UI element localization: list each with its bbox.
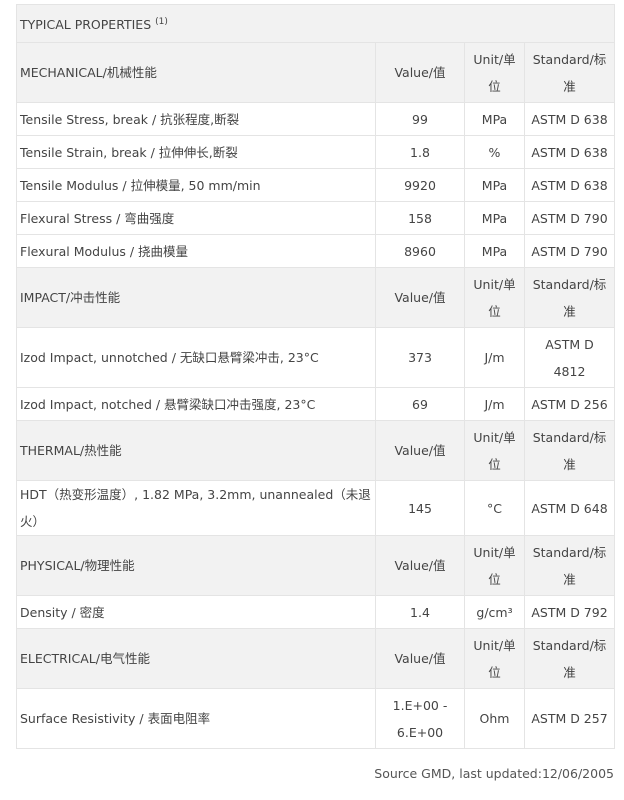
- property-cell: Izod Impact, notched / 悬臂梁缺口冲击强度, 23°C: [16, 387, 376, 421]
- unit-cell: %: [464, 135, 525, 169]
- property-cell: HDT（热变形温度）, 1.82 MPa, 3.2mm, unannealed（…: [16, 480, 376, 536]
- value-header: Value/值: [375, 420, 465, 481]
- property-cell: Tensile Strain, break / 拉伸伸长,断裂: [16, 135, 376, 169]
- table-row: Tensile Modulus / 拉伸模量, 50 mm/min 9920 MPa…: [16, 168, 615, 202]
- unit-cell: Ohm: [464, 688, 525, 749]
- table-row: Izod Impact, unnotched / 无缺口悬臂梁冲击, 23°C 3…: [16, 327, 615, 388]
- value-cell: 1.4: [375, 595, 465, 629]
- property-cell: Izod Impact, unnotched / 无缺口悬臂梁冲击, 23°C: [16, 327, 376, 388]
- unit-cell: g/cm³: [464, 595, 525, 629]
- section-header: MECHANICAL/机械性能 Value/值 Unit/单位 Standard/标准: [16, 42, 615, 103]
- property-cell: Flexural Modulus / 挠曲模量: [16, 234, 376, 268]
- unit-cell: MPa: [464, 102, 525, 136]
- standard-cell: ASTM D 257: [524, 688, 615, 749]
- source-note: Source GMD, last updated:12/06/2005: [374, 766, 614, 781]
- property-cell: Flexural Stress / 弯曲强度: [16, 201, 376, 235]
- unit-cell: °C: [464, 480, 525, 536]
- unit-cell: J/m: [464, 387, 525, 421]
- value-header: Value/值: [375, 267, 465, 328]
- section-name: PHYSICAL/物理性能: [16, 535, 376, 596]
- table-row: HDT（热变形温度）, 1.82 MPa, 3.2mm, unannealed（…: [16, 480, 615, 536]
- standard-header: Standard/标准: [524, 628, 615, 689]
- value-cell: 99: [375, 102, 465, 136]
- standard-cell: ASTM D 790: [524, 234, 615, 268]
- standard-header: Standard/标准: [524, 420, 615, 481]
- standard-cell: ASTM D 256: [524, 387, 615, 421]
- property-cell: Density / 密度: [16, 595, 376, 629]
- unit-header: Unit/单位: [464, 628, 525, 689]
- unit-header: Unit/单位: [464, 420, 525, 481]
- section-name: THERMAL/热性能: [16, 420, 376, 481]
- table-row: Surface Resistivity / 表面电阻率 1.E+00 - 6.E+…: [16, 688, 615, 749]
- standard-cell: ASTM D 648: [524, 480, 615, 536]
- table-row: Flexural Modulus / 挠曲模量 8960 MPa ASTM D 790: [16, 234, 615, 268]
- section-name: ELECTRICAL/电气性能: [16, 628, 376, 689]
- unit-cell: J/m: [464, 327, 525, 388]
- property-cell: Surface Resistivity / 表面电阻率: [16, 688, 376, 749]
- standard-header: Standard/标准: [524, 42, 615, 103]
- section-header: PHYSICAL/物理性能 Value/值 Unit/单位 Standard/标准: [16, 535, 615, 596]
- unit-header: Unit/单位: [464, 267, 525, 328]
- unit-cell: MPa: [464, 201, 525, 235]
- standard-cell: ASTM D 792: [524, 595, 615, 629]
- section-name: IMPACT/冲击性能: [16, 267, 376, 328]
- table-row: Tensile Strain, break / 拉伸伸长,断裂 1.8% ASTM …: [16, 135, 615, 169]
- section-header: ELECTRICAL/电气性能 Value/值 Unit/单位 Standard/标准: [16, 628, 615, 689]
- table-row: Flexural Stress / 弯曲强度 158 MPa ASTM D 790: [16, 201, 615, 235]
- value-header: Value/值: [375, 628, 465, 689]
- value-cell: 145: [375, 480, 465, 536]
- value-cell: 1.8: [375, 135, 465, 169]
- standard-cell: ASTM D 638: [524, 168, 615, 202]
- value-cell: 9920: [375, 168, 465, 202]
- value-cell: 8960: [375, 234, 465, 268]
- unit-header: Unit/单位: [464, 42, 525, 103]
- unit-cell: MPa: [464, 234, 525, 268]
- unit-cell: MPa: [464, 168, 525, 202]
- standard-cell: ASTM D 638: [524, 135, 615, 169]
- section-header: IMPACT/冲击性能 Value/值 Unit/单位 Standard/标准: [16, 267, 615, 328]
- section-header: THERMAL/热性能 Value/值 Unit/单位 Standard/标准: [16, 420, 615, 481]
- standard-header: Standard/标准: [524, 535, 615, 596]
- property-cell: Tensile Modulus / 拉伸模量, 50 mm/min: [16, 168, 376, 202]
- unit-header: Unit/单位: [464, 535, 525, 596]
- section-name: MECHANICAL/机械性能: [16, 42, 376, 103]
- value-cell: 373: [375, 327, 465, 388]
- table-row: Izod Impact, notched / 悬臂梁缺口冲击强度, 23°C 69…: [16, 387, 615, 421]
- value-cell: 1.E+00 - 6.E+00: [375, 688, 465, 749]
- properties-table: TYPICAL PROPERTIES (1) MECHANICAL/机械性能 Va…: [16, 4, 615, 749]
- value-cell: 158: [375, 201, 465, 235]
- standard-cell: ASTM D 4812: [524, 327, 615, 388]
- value-cell: 69: [375, 387, 465, 421]
- standard-header: Standard/标准: [524, 267, 615, 328]
- standard-cell: ASTM D 638: [524, 102, 615, 136]
- table-title: TYPICAL PROPERTIES (1): [16, 4, 615, 43]
- table-row: Tensile Stress, break / 抗张程度,断裂 99 MPa ASTM…: [16, 102, 615, 136]
- value-header: Value/值: [375, 535, 465, 596]
- property-cell: Tensile Stress, break / 抗张程度,断裂: [16, 102, 376, 136]
- table-row: Density / 密度 1.4 g/cm³ ASTM D 792: [16, 595, 615, 629]
- value-header: Value/值: [375, 42, 465, 103]
- standard-cell: ASTM D 790: [524, 201, 615, 235]
